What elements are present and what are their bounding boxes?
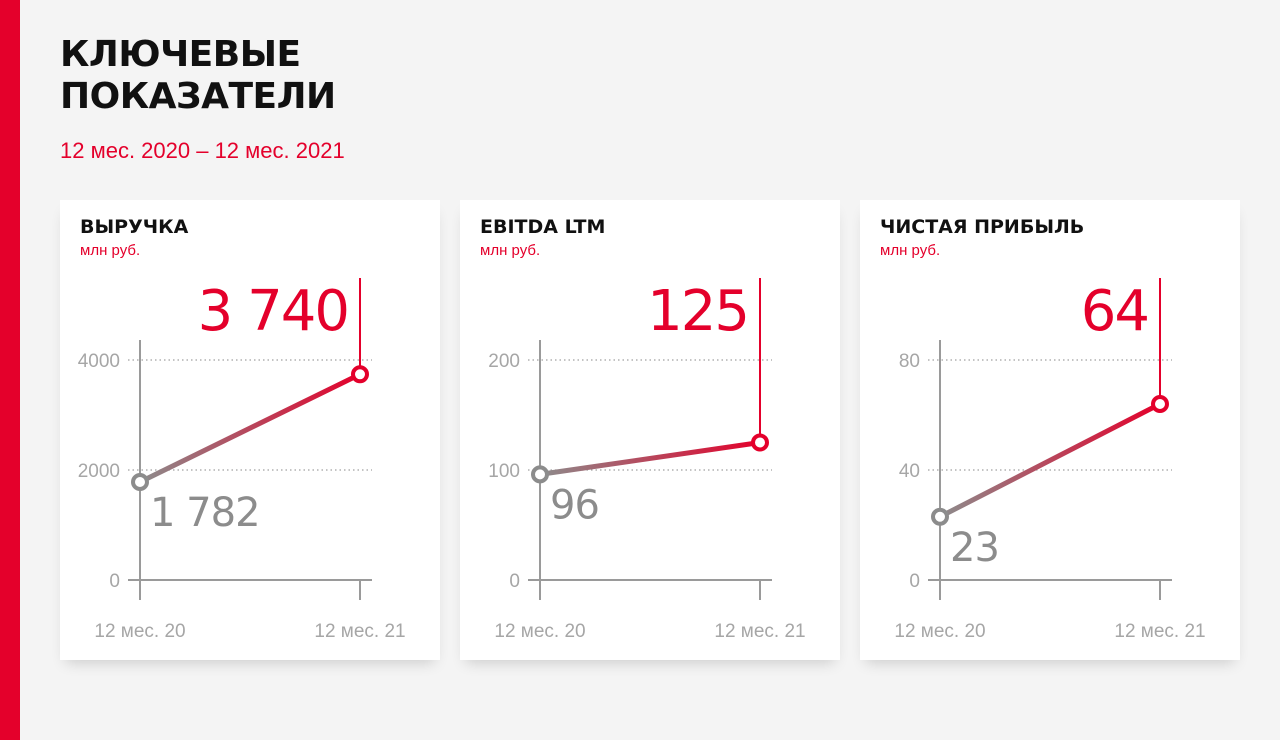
card-unit: млн руб. <box>80 242 141 259</box>
series-line <box>137 371 363 485</box>
y-tick-label: 200 <box>488 351 520 372</box>
x-tick-label: 12 мес. 20 <box>94 621 185 642</box>
start-value-label: 23 <box>950 525 999 571</box>
x-tick-label: 12 мес. 21 <box>714 621 805 642</box>
y-tick-label: 0 <box>509 571 520 592</box>
x-tick-label: 12 мес. 21 <box>314 621 405 642</box>
ebitda-card: EBITDA LTM млн руб. 0 100 200 12 мес. 20 12 … <box>460 200 840 660</box>
card-unit: млн руб. <box>480 242 541 259</box>
end-value-label: 125 <box>647 279 748 344</box>
y-tick-label: 40 <box>899 461 920 482</box>
revenue-card: ВЫРУЧКА млн руб. 0 2000 4000 12 мес. 20 12 м… <box>60 200 440 660</box>
x-tick-label: 12 мес. 20 <box>494 621 585 642</box>
page-title: КЛЮЧЕВЫЕ ПОКАЗАТЕЛИ <box>60 34 336 118</box>
x-tick-label: 12 мес. 20 <box>894 621 985 642</box>
y-tick-label: 80 <box>899 351 920 372</box>
end-value-label: 3 740 <box>198 279 348 344</box>
card-title: EBITDA LTM <box>480 216 606 238</box>
start-point <box>931 507 949 526</box>
y-tick-label: 4000 <box>78 351 120 372</box>
x-tick-label: 12 мес. 21 <box>1114 621 1205 642</box>
card-title: ВЫРУЧКА <box>80 216 189 238</box>
start-point <box>531 465 549 484</box>
period-subtitle: 12 мес. 2020 – 12 мес. 2021 <box>60 138 345 163</box>
net-profit-chart: 0 40 80 12 мес. 20 12 мес. 21 23 64 <box>894 278 1206 642</box>
y-tick-label: 100 <box>488 461 520 482</box>
series-line <box>537 440 763 477</box>
page-title-line-1: КЛЮЧЕВЫЕ <box>60 34 301 75</box>
end-point <box>1151 395 1169 413</box>
start-value-label: 1 782 <box>150 490 260 536</box>
revenue-chart: 0 2000 4000 12 мес. 20 12 мес. 21 1 782 3 740 <box>78 278 406 642</box>
card-unit: млн руб. <box>880 242 941 259</box>
series-line <box>937 401 1163 520</box>
y-tick-label: 0 <box>109 571 120 592</box>
net-profit-card: ЧИСТАЯ ПРИБЫЛЬ млн руб. 0 40 80 12 мес. 20 1… <box>860 200 1240 660</box>
card-title: ЧИСТАЯ ПРИБЫЛЬ <box>880 216 1085 238</box>
end-value-label: 64 <box>1081 279 1148 344</box>
y-tick-label: 2000 <box>78 461 120 482</box>
start-value-label: 96 <box>550 482 599 528</box>
brand-accent-bar <box>0 0 20 740</box>
page-title-line-2: ПОКАЗАТЕЛИ <box>60 76 336 117</box>
end-point <box>351 365 369 384</box>
end-point <box>751 433 769 452</box>
ebitda-chart: 0 100 200 12 мес. 20 12 мес. 21 96 125 <box>488 278 806 642</box>
y-tick-label: 0 <box>909 571 920 592</box>
start-point <box>131 472 149 491</box>
